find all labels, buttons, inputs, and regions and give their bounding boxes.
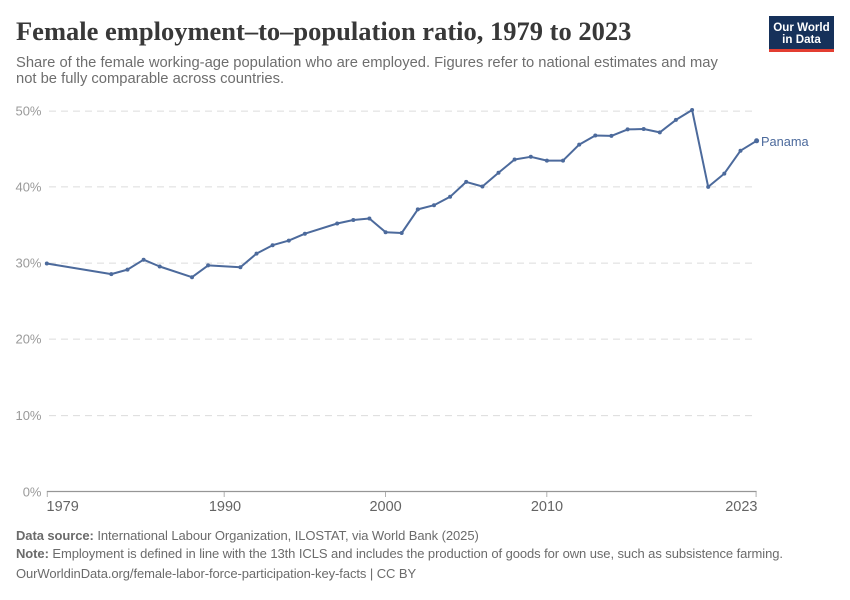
svg-text:0%: 0%	[23, 484, 42, 499]
svg-text:10%: 10%	[15, 408, 41, 423]
svg-text:30%: 30%	[15, 256, 41, 271]
svg-text:Panama: Panama	[761, 134, 810, 149]
svg-text:40%: 40%	[15, 179, 41, 194]
svg-text:20%: 20%	[15, 332, 41, 347]
svg-text:1990: 1990	[209, 499, 241, 515]
svg-text:2023: 2023	[725, 499, 757, 515]
svg-text:2010: 2010	[531, 499, 563, 515]
svg-text:1979: 1979	[47, 499, 79, 515]
svg-text:50%: 50%	[15, 104, 41, 119]
svg-text:2000: 2000	[369, 499, 401, 515]
